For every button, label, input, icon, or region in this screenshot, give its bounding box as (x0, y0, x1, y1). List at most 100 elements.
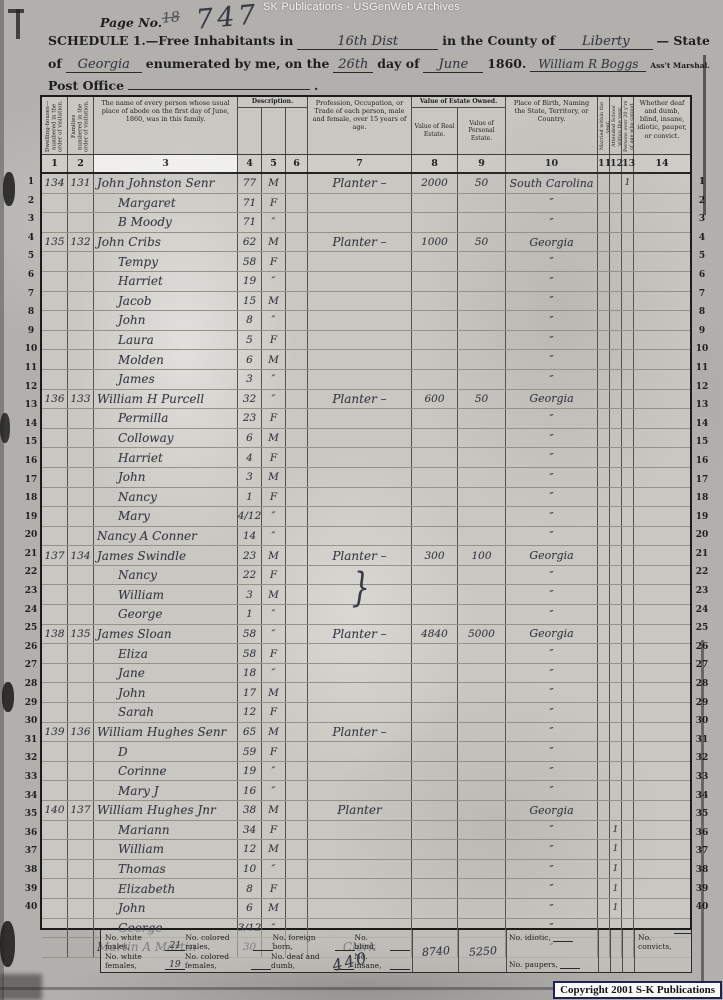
cell-occupation: Planter – (308, 232, 412, 252)
row-number: 25 (695, 623, 709, 634)
cell-color (286, 585, 308, 605)
cell-age: 16 (238, 781, 262, 800)
cell-color (286, 369, 308, 389)
summary-strip: No. white males, 21 No. colored males, No… (100, 930, 692, 973)
row-number: 37 (24, 846, 38, 857)
cell-occupation (308, 663, 412, 683)
cell-cannot-read (622, 781, 634, 800)
state-entry: Georgia (65, 57, 142, 73)
row-number: 2 (698, 195, 706, 206)
cell-family-no (68, 859, 94, 879)
total-personal-estate: 5250 (459, 930, 507, 972)
cell-school: 1 (610, 840, 622, 859)
scan-edge-right (701, 640, 704, 985)
column-number: 2 (68, 155, 94, 172)
cell-married (598, 271, 610, 291)
row-number: 36 (695, 827, 709, 838)
cell-personal-estate (458, 409, 506, 428)
row-number: 4 (27, 232, 35, 243)
rownums-left: 1 2 3 4 5 6 7 8 9 10 11 12 13 14 15 16 17 18 19 20 21 22 23 24 2… (24, 173, 38, 917)
row-number: 20 (24, 530, 38, 541)
cell-married (598, 820, 610, 840)
cell-family-no (68, 585, 94, 605)
cell-family-no (68, 565, 94, 585)
cell-occupation (308, 252, 412, 271)
cell-sex: ″ (262, 859, 286, 879)
enumerated-label: enumerated by me, on the (145, 56, 330, 71)
cell-married (598, 761, 610, 781)
cell-real-estate (412, 859, 458, 879)
cell-dwelling-no (42, 311, 68, 330)
cell-family-no (68, 213, 94, 232)
cell-dwelling-no: 136 (42, 389, 68, 409)
row-number: 6 (27, 269, 35, 280)
cell-married (598, 428, 610, 448)
cell-birthplace: ″ (506, 467, 598, 487)
cell-real-estate (412, 487, 458, 507)
cell-real-estate (412, 703, 458, 722)
cell-married (598, 781, 610, 800)
cell-real-estate (412, 526, 458, 546)
cell-name: Jacob (94, 291, 238, 311)
cell-remarks (634, 625, 690, 644)
cell-family-no (68, 644, 94, 663)
cell-married (598, 644, 610, 663)
cell-family-no: 135 (68, 624, 94, 644)
cell-school (610, 350, 622, 369)
cell-dwelling-no (42, 271, 68, 291)
cell-school (610, 663, 622, 683)
column-number: 8 (412, 155, 458, 172)
cell-personal-estate (458, 722, 506, 742)
cell-birthplace: Georgia (506, 546, 598, 565)
cell-occupation (308, 879, 412, 898)
cell-school (610, 683, 622, 703)
cell-remarks (634, 213, 690, 232)
cell-family-no (68, 840, 94, 859)
cell-real-estate (412, 761, 458, 781)
cell-school: 1 (610, 859, 622, 879)
cell-age: 8 (238, 879, 262, 898)
cell-name: William (94, 585, 238, 605)
row-number: 28 (695, 679, 709, 690)
cell-family-no (68, 193, 94, 213)
cell-married (598, 703, 610, 722)
cell-birthplace: ″ (506, 448, 598, 467)
cell-married (598, 801, 610, 820)
row-number: 7 (698, 288, 706, 299)
cell-cannot-read (622, 271, 634, 291)
cell-birthplace: ″ (506, 252, 598, 271)
table-row: Mariann 34 F ″ 1 (42, 820, 690, 841)
cell-cannot-read (622, 369, 634, 389)
cell-color (286, 213, 308, 232)
cell-personal-estate (458, 781, 506, 800)
row-number: 1 (27, 177, 35, 187)
row-number: 11 (24, 362, 38, 373)
cell-color (286, 624, 308, 644)
cell-sex: M (262, 174, 286, 193)
cell-family-no (68, 526, 94, 546)
cell-cannot-read (622, 213, 634, 232)
cell-age: 58 (238, 624, 262, 644)
cell-birthplace: ″ (506, 722, 598, 742)
cell-occupation (308, 761, 412, 781)
cell-married (598, 291, 610, 311)
cell-color (286, 683, 308, 703)
cell-remarks (634, 585, 690, 604)
cell-dwelling-no (42, 330, 68, 350)
cell-married (598, 742, 610, 761)
table-row: William 12 M ″ 1 (42, 840, 690, 860)
cell-remarks (634, 683, 690, 702)
row-number: 16 (695, 455, 709, 466)
page-no-label: Page No. (100, 15, 163, 30)
cell-sex: F (262, 703, 286, 722)
scan-edge-left (0, 0, 4, 1000)
cell-dwelling-no (42, 663, 68, 683)
cell-dwelling-no (42, 448, 68, 467)
summary-convicts: No. convicts, (635, 930, 691, 972)
cell-color (286, 742, 308, 761)
cell-name: Harriet (94, 448, 238, 467)
cell-sex: ″ (262, 663, 286, 683)
cell-real-estate (412, 350, 458, 369)
cell-age: 3 (238, 467, 262, 487)
header-remarks: Whether deaf and dumb, blind, insane, id… (637, 99, 687, 140)
